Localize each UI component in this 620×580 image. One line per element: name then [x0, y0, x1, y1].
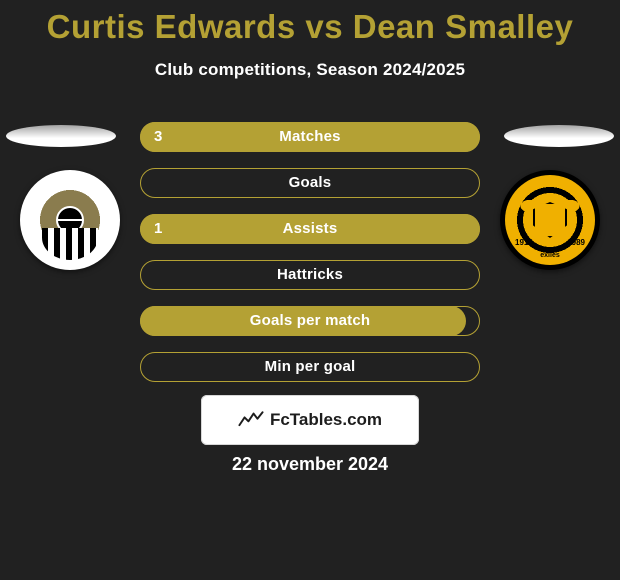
crest-stripes-icon [42, 228, 98, 260]
bar-label: Assists [140, 214, 480, 244]
bar-row: Goals per match [140, 306, 480, 336]
left-ellipse-decor [6, 125, 116, 147]
bar-label: Goals per match [140, 306, 480, 336]
comparison-bars: Matches3 Goals Assists1 Hattricks Goals per … [140, 122, 480, 398]
fctables-logo-icon [238, 411, 264, 429]
bar-row: Min per goal [140, 352, 480, 382]
bar-label: Min per goal [140, 352, 480, 382]
footer-date: 22 november 2024 [0, 454, 620, 475]
bar-value-left: 1 [154, 214, 162, 244]
source-badge-text: FcTables.com [270, 410, 382, 430]
bar-label: Goals [140, 168, 480, 198]
crest-bottom-text: exiles [540, 252, 559, 259]
source-badge[interactable]: FcTables.com [201, 395, 419, 445]
page-subtitle: Club competitions, Season 2024/2025 [0, 60, 620, 80]
crest-year-left: 1912 [515, 238, 533, 247]
crest-shield-icon [533, 202, 567, 238]
crest-year-right: 1989 [567, 238, 585, 247]
bar-row: Goals [140, 168, 480, 198]
bar-row: Matches3 [140, 122, 480, 152]
bar-label: Matches [140, 122, 480, 152]
left-club-crest [20, 170, 120, 270]
right-club-crest: 1912 1989 exiles [500, 170, 600, 270]
bar-label: Hattricks [140, 260, 480, 290]
bar-value-left: 3 [154, 122, 162, 152]
page-title: Curtis Edwards vs Dean Smalley [0, 0, 620, 46]
right-ellipse-decor [504, 125, 614, 147]
bar-row: Hattricks [140, 260, 480, 290]
bar-row: Assists1 [140, 214, 480, 244]
